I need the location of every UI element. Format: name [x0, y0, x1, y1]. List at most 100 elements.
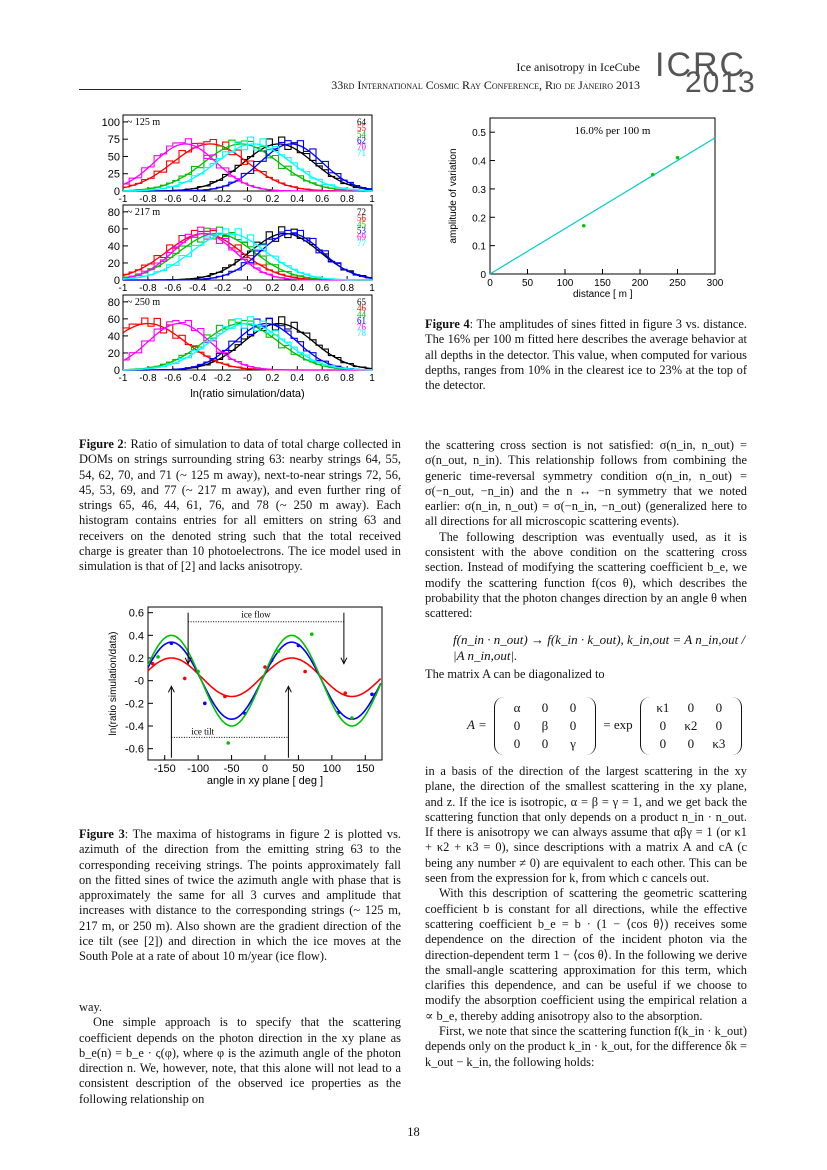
panel-distance-label: ~ 125 m [127, 117, 160, 128]
y-tick-label: 0.4 [129, 630, 144, 642]
y-tick-label: 60 [108, 224, 120, 236]
x-tick-label: -0.8 [139, 373, 157, 384]
matrix-cell: 0 [513, 718, 521, 733]
data-point [370, 692, 374, 697]
panel-distance-label: ~ 250 m [127, 297, 160, 308]
x-tick-label: -0.2 [214, 283, 232, 294]
string-legend: 46 [357, 303, 367, 313]
y-tick-label: 0 [114, 275, 120, 287]
y-tick-label: 0 [114, 186, 120, 198]
data-point [296, 643, 301, 648]
page-number: 18 [407, 1125, 420, 1139]
string-legend: 70 [357, 142, 367, 152]
right-column-text-bottom: in a basis of the direction of the large… [425, 764, 747, 1069]
x-tick-label: -0.4 [189, 373, 207, 384]
x-axis-label: distance [ m ] [573, 289, 633, 300]
figure-4-plot: 0 0.1 0.2 0.3 0.4 0.5 0 50 100 150 200 250 300 distan… [448, 117, 724, 300]
fitted-sine [147, 641, 382, 721]
figure-4-caption: Figure 4: The amplitudes of sines fitted… [425, 317, 747, 393]
matrix-cell: κ2 [684, 718, 698, 733]
matrix-cell: 0 [541, 736, 549, 751]
data-point [650, 172, 655, 177]
y-axis-label: amplitude of variation [448, 148, 459, 243]
x-tick-label: 150 [594, 278, 611, 289]
matrix-cell: 0 [715, 718, 723, 733]
string-legend: 55 [357, 123, 367, 133]
figure-3-caption: Figure 3: The maxima of histograms in fi… [79, 827, 401, 964]
string-legend: 54 [357, 129, 367, 139]
right-column-matrix-intro: The matrix A can be diagonalized to [425, 667, 605, 681]
x-tick-label: 50 [292, 763, 304, 775]
matrix-cell: κ1 [656, 700, 670, 715]
x-tick-label: 0.4 [290, 283, 304, 294]
data-point [263, 665, 267, 669]
x-tick-label: 150 [356, 763, 374, 775]
y-tick-label: 60 [108, 314, 120, 326]
plot-frame [147, 606, 383, 761]
y-tick-label: 20 [108, 348, 120, 360]
gaussian-fit [122, 232, 372, 281]
figure-3-plot: -0.6 -0.4 -0.2 -0 0.2 0.4 0.6 -150 -100 -50 0 50 100… [108, 606, 383, 787]
conference-line: 33rd International Cosmic Ray Conference… [331, 78, 640, 92]
string-legend: 44 [357, 309, 367, 319]
x-tick-label: -50 [224, 763, 240, 775]
gaussian-fit [123, 322, 373, 371]
data-point [226, 741, 231, 745]
x-tick-label: 1 [369, 373, 375, 384]
gaussian-fit [122, 232, 372, 281]
icrc-logo: ICRC 2013 [655, 46, 756, 99]
string-legend: 72 [357, 207, 366, 217]
matrix-cell: γ [570, 736, 576, 751]
ice-flow-label: ice flow [241, 610, 271, 620]
data-point [182, 676, 187, 681]
x-tick-label: 0.8 [340, 373, 354, 384]
data-point [156, 655, 160, 659]
panel-distance-label: ~ 217 m [127, 207, 160, 218]
data-point [203, 701, 207, 706]
x-tick-label: -0.4 [189, 283, 207, 294]
x-tick-label: 250 [669, 278, 686, 289]
matrix-cell: β [541, 718, 549, 733]
matrix-cell: 0 [513, 736, 521, 751]
y-axis-label: ln(ratio simulation/data) [108, 632, 119, 736]
x-tick-label: 0.2 [265, 373, 279, 384]
data-point [223, 694, 227, 699]
y-tick-label: 0.1 [472, 242, 486, 253]
string-legend: 45 [357, 219, 367, 229]
x-tick-label: 0.2 [265, 194, 279, 205]
x-tick-label: 100 [323, 763, 341, 775]
data-point [310, 632, 314, 636]
string-legend: 56 [357, 213, 367, 223]
x-tick-label: 0.6 [315, 373, 329, 384]
y-tick-label: 40 [108, 331, 120, 343]
x-tick-label: 0.8 [340, 194, 354, 205]
y-tick-label: 0.2 [472, 213, 486, 224]
gaussian-fit [123, 143, 373, 192]
data-point [675, 155, 680, 160]
matrix-cell: 0 [715, 700, 723, 715]
y-tick-label: -0.2 [125, 698, 144, 710]
string-legend: 69 [357, 232, 367, 242]
string-legend: 77 [357, 238, 367, 248]
data-point [150, 661, 155, 666]
figure-2-caption: Figure 2: Ratio of simulation to data of… [79, 437, 401, 574]
logo-bottom: 2013 [685, 66, 756, 99]
arrow-head [284, 685, 292, 693]
x-tick-label: 0.6 [315, 283, 329, 294]
x-tick-label: 300 [707, 278, 724, 289]
x-tick-label: -0.6 [164, 283, 182, 294]
data-point [196, 669, 200, 674]
x-tick-label: -0.2 [214, 194, 232, 205]
x-tick-label: 1 [369, 194, 375, 205]
x-tick-label: 50 [522, 278, 534, 289]
x-tick-label: -1 [119, 194, 128, 205]
string-legend: 76 [357, 322, 367, 332]
x-tick-label: -0.6 [164, 194, 182, 205]
string-legend: 78 [357, 328, 367, 338]
matrix-cell: κ3 [712, 736, 726, 751]
chart-title: 16.0% per 100 m [575, 125, 651, 137]
y-tick-label: 20 [108, 258, 120, 270]
plot-frame [489, 117, 716, 275]
